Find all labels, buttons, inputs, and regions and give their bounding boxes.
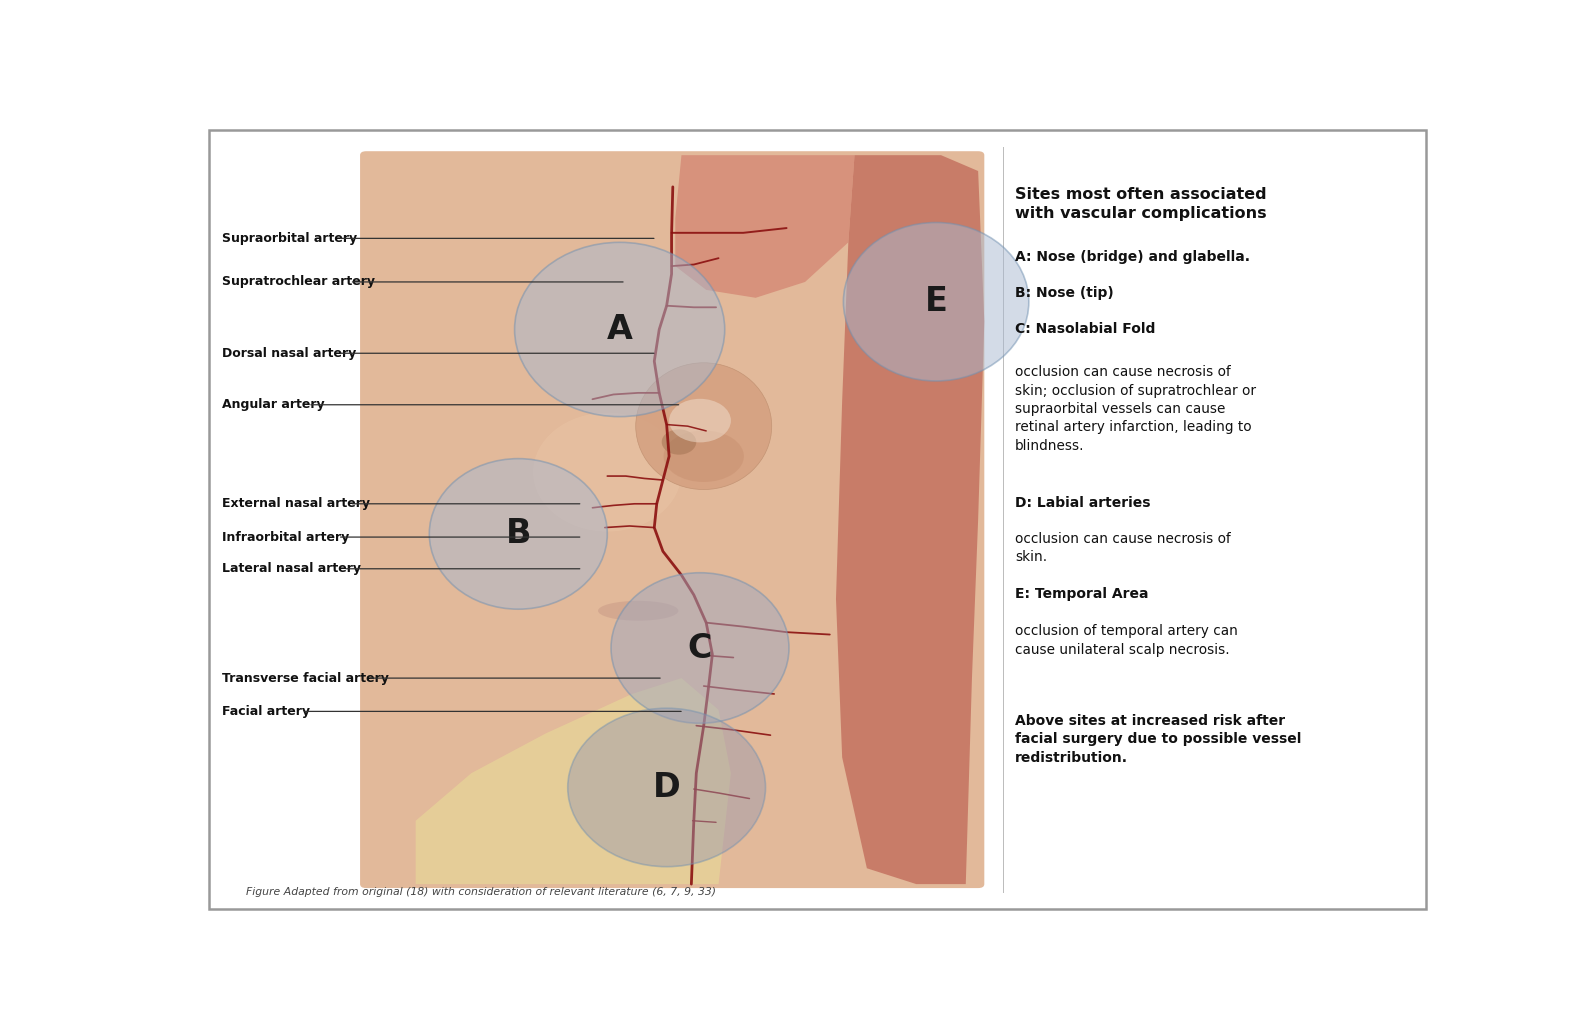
- Text: C: C: [687, 632, 713, 665]
- Text: D: D: [652, 771, 681, 804]
- Text: Dorsal nasal artery: Dorsal nasal artery: [222, 347, 356, 360]
- Text: Figure Adapted from original (18) with consideration of relevant literature (6, : Figure Adapted from original (18) with c…: [246, 887, 716, 897]
- Ellipse shape: [611, 573, 790, 723]
- Text: Transverse facial artery: Transverse facial artery: [222, 672, 389, 684]
- Text: occlusion can cause necrosis of
skin; occlusion of supratrochlear or
supraorbita: occlusion can cause necrosis of skin; oc…: [1016, 365, 1257, 453]
- Text: E: Temporal Area: E: Temporal Area: [1016, 587, 1148, 601]
- Polygon shape: [416, 678, 731, 884]
- Ellipse shape: [636, 363, 772, 490]
- Ellipse shape: [670, 399, 731, 442]
- Ellipse shape: [844, 222, 1029, 381]
- Text: A: A: [606, 313, 633, 346]
- Ellipse shape: [664, 430, 743, 482]
- Text: Infraorbital artery: Infraorbital artery: [222, 531, 349, 543]
- Text: Lateral nasal artery: Lateral nasal artery: [222, 562, 360, 575]
- Polygon shape: [675, 155, 855, 297]
- Ellipse shape: [662, 429, 697, 455]
- Text: occlusion can cause necrosis of
skin.: occlusion can cause necrosis of skin.: [1016, 532, 1231, 564]
- Ellipse shape: [598, 601, 678, 620]
- Text: C: Nasolabial Fold: C: Nasolabial Fold: [1016, 321, 1156, 335]
- Ellipse shape: [515, 242, 724, 417]
- Ellipse shape: [429, 459, 608, 609]
- Text: Sites most often associated
with vascular complications: Sites most often associated with vascula…: [1016, 187, 1266, 221]
- Text: occlusion of temporal artery can
cause unilateral scalp necrosis.: occlusion of temporal artery can cause u…: [1016, 625, 1238, 657]
- Text: External nasal artery: External nasal artery: [222, 497, 370, 510]
- Text: A: Nose (bridge) and glabella.: A: Nose (bridge) and glabella.: [1016, 250, 1250, 264]
- Text: Supratrochlear artery: Supratrochlear artery: [222, 276, 375, 288]
- Ellipse shape: [568, 708, 766, 866]
- Text: E: E: [925, 285, 947, 318]
- Text: B: B: [506, 518, 531, 551]
- Text: Above sites at increased risk after
facial surgery due to possible vessel
redist: Above sites at increased risk after faci…: [1016, 714, 1302, 765]
- Text: B: Nose (tip): B: Nose (tip): [1016, 286, 1113, 299]
- Ellipse shape: [533, 413, 681, 532]
- Text: Facial artery: Facial artery: [222, 705, 309, 718]
- Text: D: Labial arteries: D: Labial arteries: [1016, 496, 1150, 510]
- Polygon shape: [836, 155, 984, 884]
- Text: Angular artery: Angular artery: [222, 398, 324, 412]
- Text: Supraorbital artery: Supraorbital artery: [222, 232, 357, 245]
- FancyBboxPatch shape: [360, 151, 984, 888]
- FancyBboxPatch shape: [209, 130, 1426, 910]
